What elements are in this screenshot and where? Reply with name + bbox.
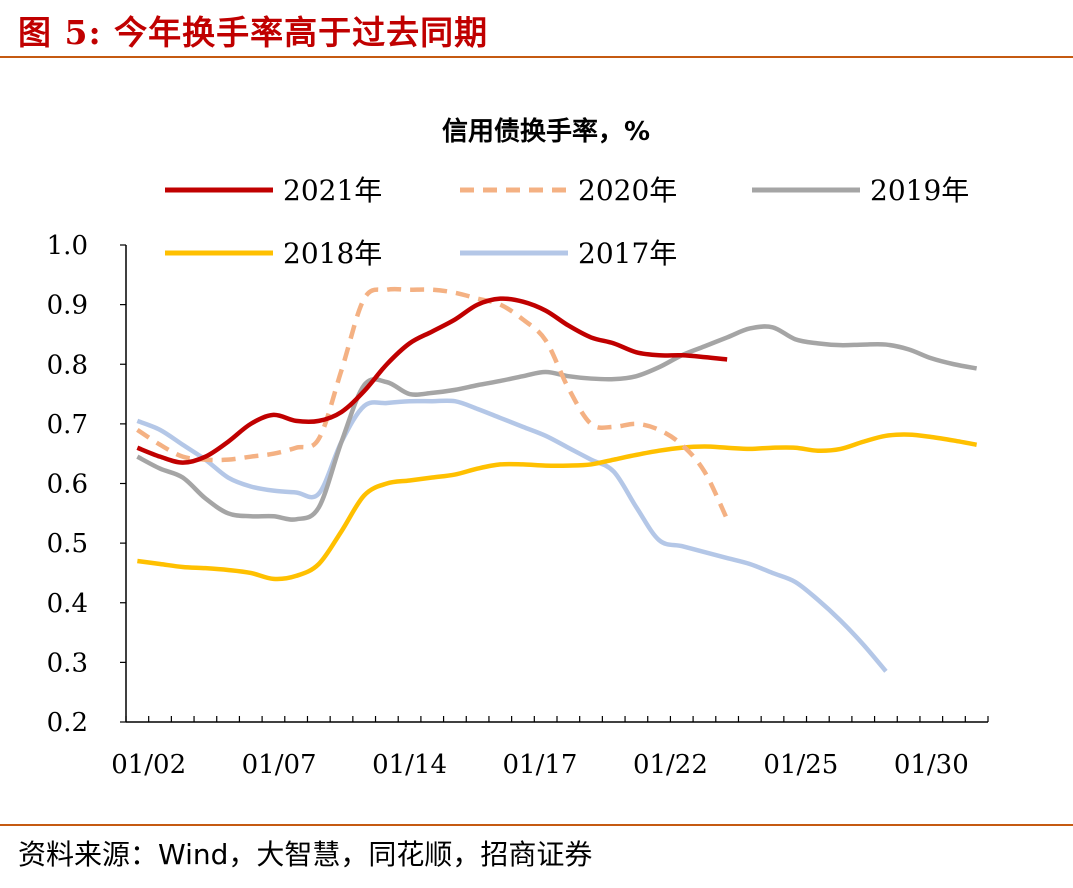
chart-legend: 2021年 2020年 2019年 2018年 2017年: [165, 174, 969, 270]
x-tick-label: 01/30: [894, 750, 969, 780]
series-line-2020年: [136, 286, 730, 521]
x-tick-label: 01/02: [111, 750, 186, 780]
y-tick-label: 0.8: [47, 350, 88, 380]
y-tick-label: 0.4: [47, 589, 88, 619]
series-line-2021年: [136, 296, 728, 465]
legend-label: 2020年: [578, 174, 677, 207]
series-line-2017年: [136, 398, 888, 673]
figure-title: 图 5: 今年换手率高于过去同期: [18, 13, 489, 52]
source-note: 资料来源：Wind，大智慧，同花顺，招商证券: [18, 838, 593, 871]
y-tick-label: 0.5: [47, 529, 88, 559]
plot-area: [136, 286, 978, 673]
legend-label: 2021年: [283, 174, 382, 207]
y-tick-label: 0.9: [47, 291, 88, 321]
x-tick-label: 01/25: [763, 750, 838, 780]
chart-title: 信用债换手率，%: [442, 116, 650, 147]
header-rule: [0, 56, 1073, 58]
x-tick-label: 01/17: [503, 750, 578, 780]
footer-rule: [0, 824, 1073, 826]
legend-label: 2017年: [578, 237, 677, 270]
legend-label: 2019年: [870, 174, 969, 207]
x-tick-label: 01/14: [372, 750, 447, 780]
y-tick-label: 0.2: [47, 708, 88, 738]
y-tick-label: 1.0: [47, 231, 88, 261]
chart-axes: 1.0 0.9 0.8 0.7 0.6 0.5 0.4 0.3 0.2 01/02 01/07 01/…: [47, 231, 989, 780]
x-tick-label: 01/07: [242, 750, 317, 780]
y-tick-label: 0.3: [47, 648, 88, 678]
y-tick-label: 0.6: [47, 470, 88, 500]
y-tick-label: 0.7: [47, 410, 88, 440]
figure-header: 图 5: 今年换手率高于过去同期: [0, 0, 1073, 58]
series-line-2019年: [136, 324, 978, 522]
legend-label: 2018年: [283, 237, 382, 270]
series-line-2018年: [137, 432, 978, 582]
x-tick-label: 01/22: [633, 750, 708, 780]
